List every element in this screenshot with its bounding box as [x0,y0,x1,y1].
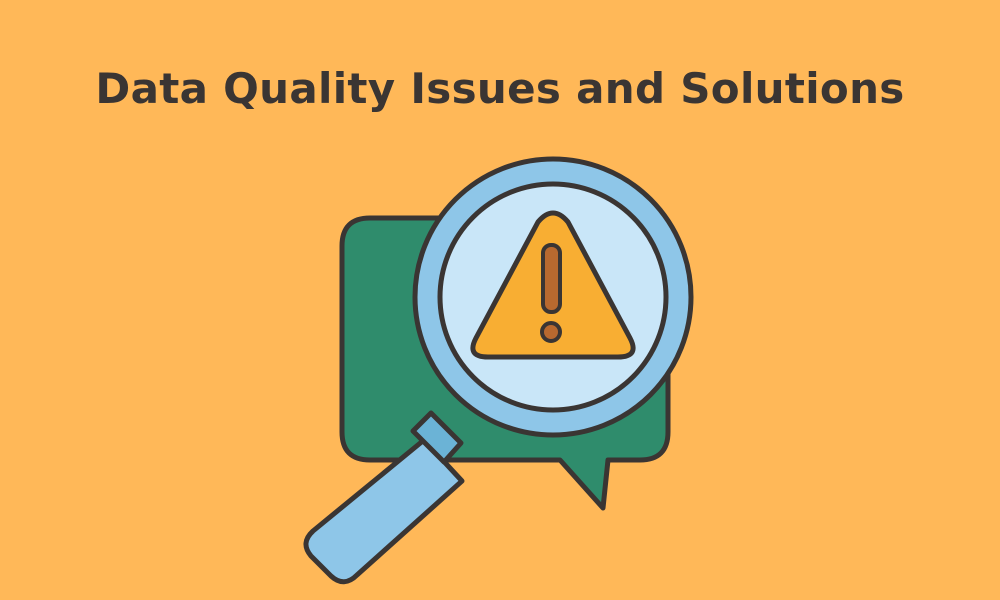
magnifier-handle [303,410,465,585]
warning-triangle-icon [470,210,636,360]
exclamation-dot [540,321,562,343]
page-title: Data Quality Issues and Solutions [95,64,905,113]
exclamation-bar [541,243,562,314]
